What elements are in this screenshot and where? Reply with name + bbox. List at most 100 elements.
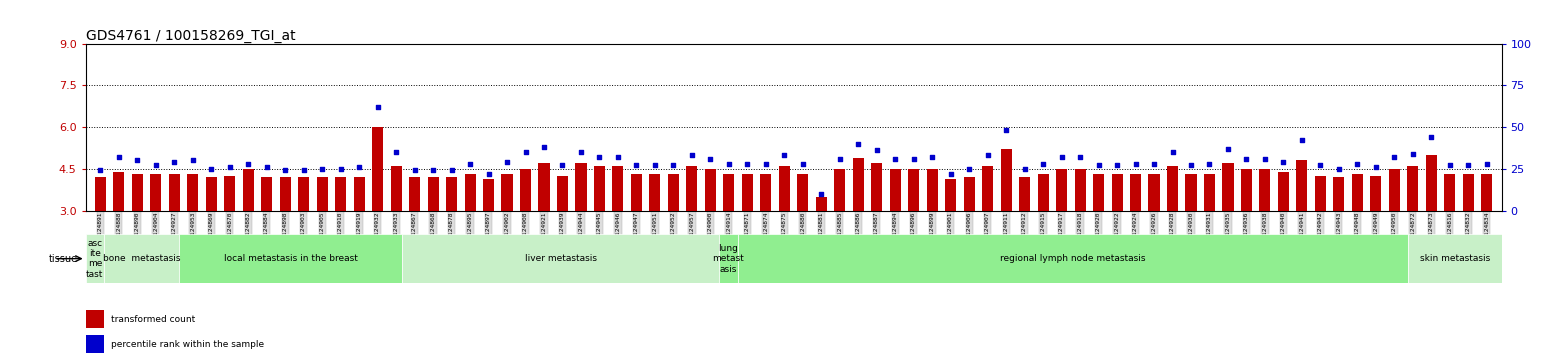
Bar [243,169,254,211]
Point [790,161,815,167]
Point [864,147,888,153]
Bar [1296,160,1307,211]
Bar [1001,149,1011,211]
Bar [982,166,993,211]
Point [1474,161,1498,167]
Point [124,158,149,163]
Bar [1130,174,1141,211]
Bar [409,177,420,211]
Bar [447,177,457,211]
Bar [335,177,347,211]
Bar [1223,163,1234,211]
Bar [705,169,716,211]
Text: asc
ite
me
tast: asc ite me tast [86,238,104,279]
Point [1253,156,1277,162]
Point [384,149,409,155]
Bar [927,169,938,211]
Point [901,156,926,162]
Point [1456,163,1481,168]
Point [957,166,982,172]
Bar [372,127,383,211]
Bar [95,177,106,211]
Bar [1315,176,1326,211]
Point [1067,154,1092,160]
Point [734,161,759,167]
Bar [179,234,403,283]
Bar [1463,174,1474,211]
Point [1290,138,1315,143]
Bar [834,169,845,211]
Bar [1481,174,1492,211]
Point [994,127,1019,133]
Bar [520,169,531,211]
Bar [538,163,549,211]
Point [809,191,834,197]
Bar [1277,172,1288,211]
Bar [719,234,738,283]
Point [1382,154,1407,160]
Bar [815,197,826,211]
Bar [151,174,162,211]
Point [643,163,668,168]
Bar [261,177,272,211]
Bar [944,179,957,211]
Bar [465,174,476,211]
Bar [114,172,124,211]
Point [772,152,797,158]
Bar [86,335,104,353]
Bar [1408,234,1502,283]
Bar [1092,174,1105,211]
Bar [686,166,697,211]
Point [1123,161,1148,167]
Point [1326,166,1351,172]
Point [143,163,168,168]
Point [328,166,353,172]
Point [1011,166,1036,172]
Point [1438,163,1463,168]
Text: GDS4761 / 100158269_TGI_at: GDS4761 / 100158269_TGI_at [86,29,296,42]
Bar [778,166,790,211]
Bar [668,174,678,211]
Point [439,168,464,174]
Bar [557,176,568,211]
Text: transformed count: transformed count [112,315,196,324]
Bar [853,158,864,211]
Point [920,154,944,160]
Point [237,161,261,167]
Bar [1425,155,1436,211]
Bar [1352,174,1363,211]
Text: liver metastasis: liver metastasis [524,254,596,263]
Bar [724,174,734,211]
Bar [104,234,179,283]
Bar [890,169,901,211]
Point [1234,156,1259,162]
Bar [1259,169,1271,211]
Point [568,149,593,155]
Bar [391,166,401,211]
Point [846,141,871,147]
Point [291,168,316,174]
Text: lung
metast
asis: lung metast asis [713,244,744,274]
Bar [187,174,198,211]
Bar [613,166,624,211]
Point [828,156,853,162]
Bar [871,163,882,211]
Point [699,156,724,162]
Point [587,154,612,160]
Bar [168,174,180,211]
Bar [909,169,920,211]
Bar [1333,177,1344,211]
Bar [316,177,328,211]
Point [347,164,372,170]
Point [882,156,907,162]
Text: percentile rank within the sample: percentile rank within the sample [112,340,265,349]
Point [495,159,520,165]
Text: regional lymph node metastasis: regional lymph node metastasis [1001,254,1145,263]
Point [1419,134,1444,140]
Point [1400,151,1425,157]
Point [1178,163,1203,168]
Point [624,163,649,168]
Bar [630,174,643,211]
Bar [353,177,364,211]
Point [680,152,705,158]
